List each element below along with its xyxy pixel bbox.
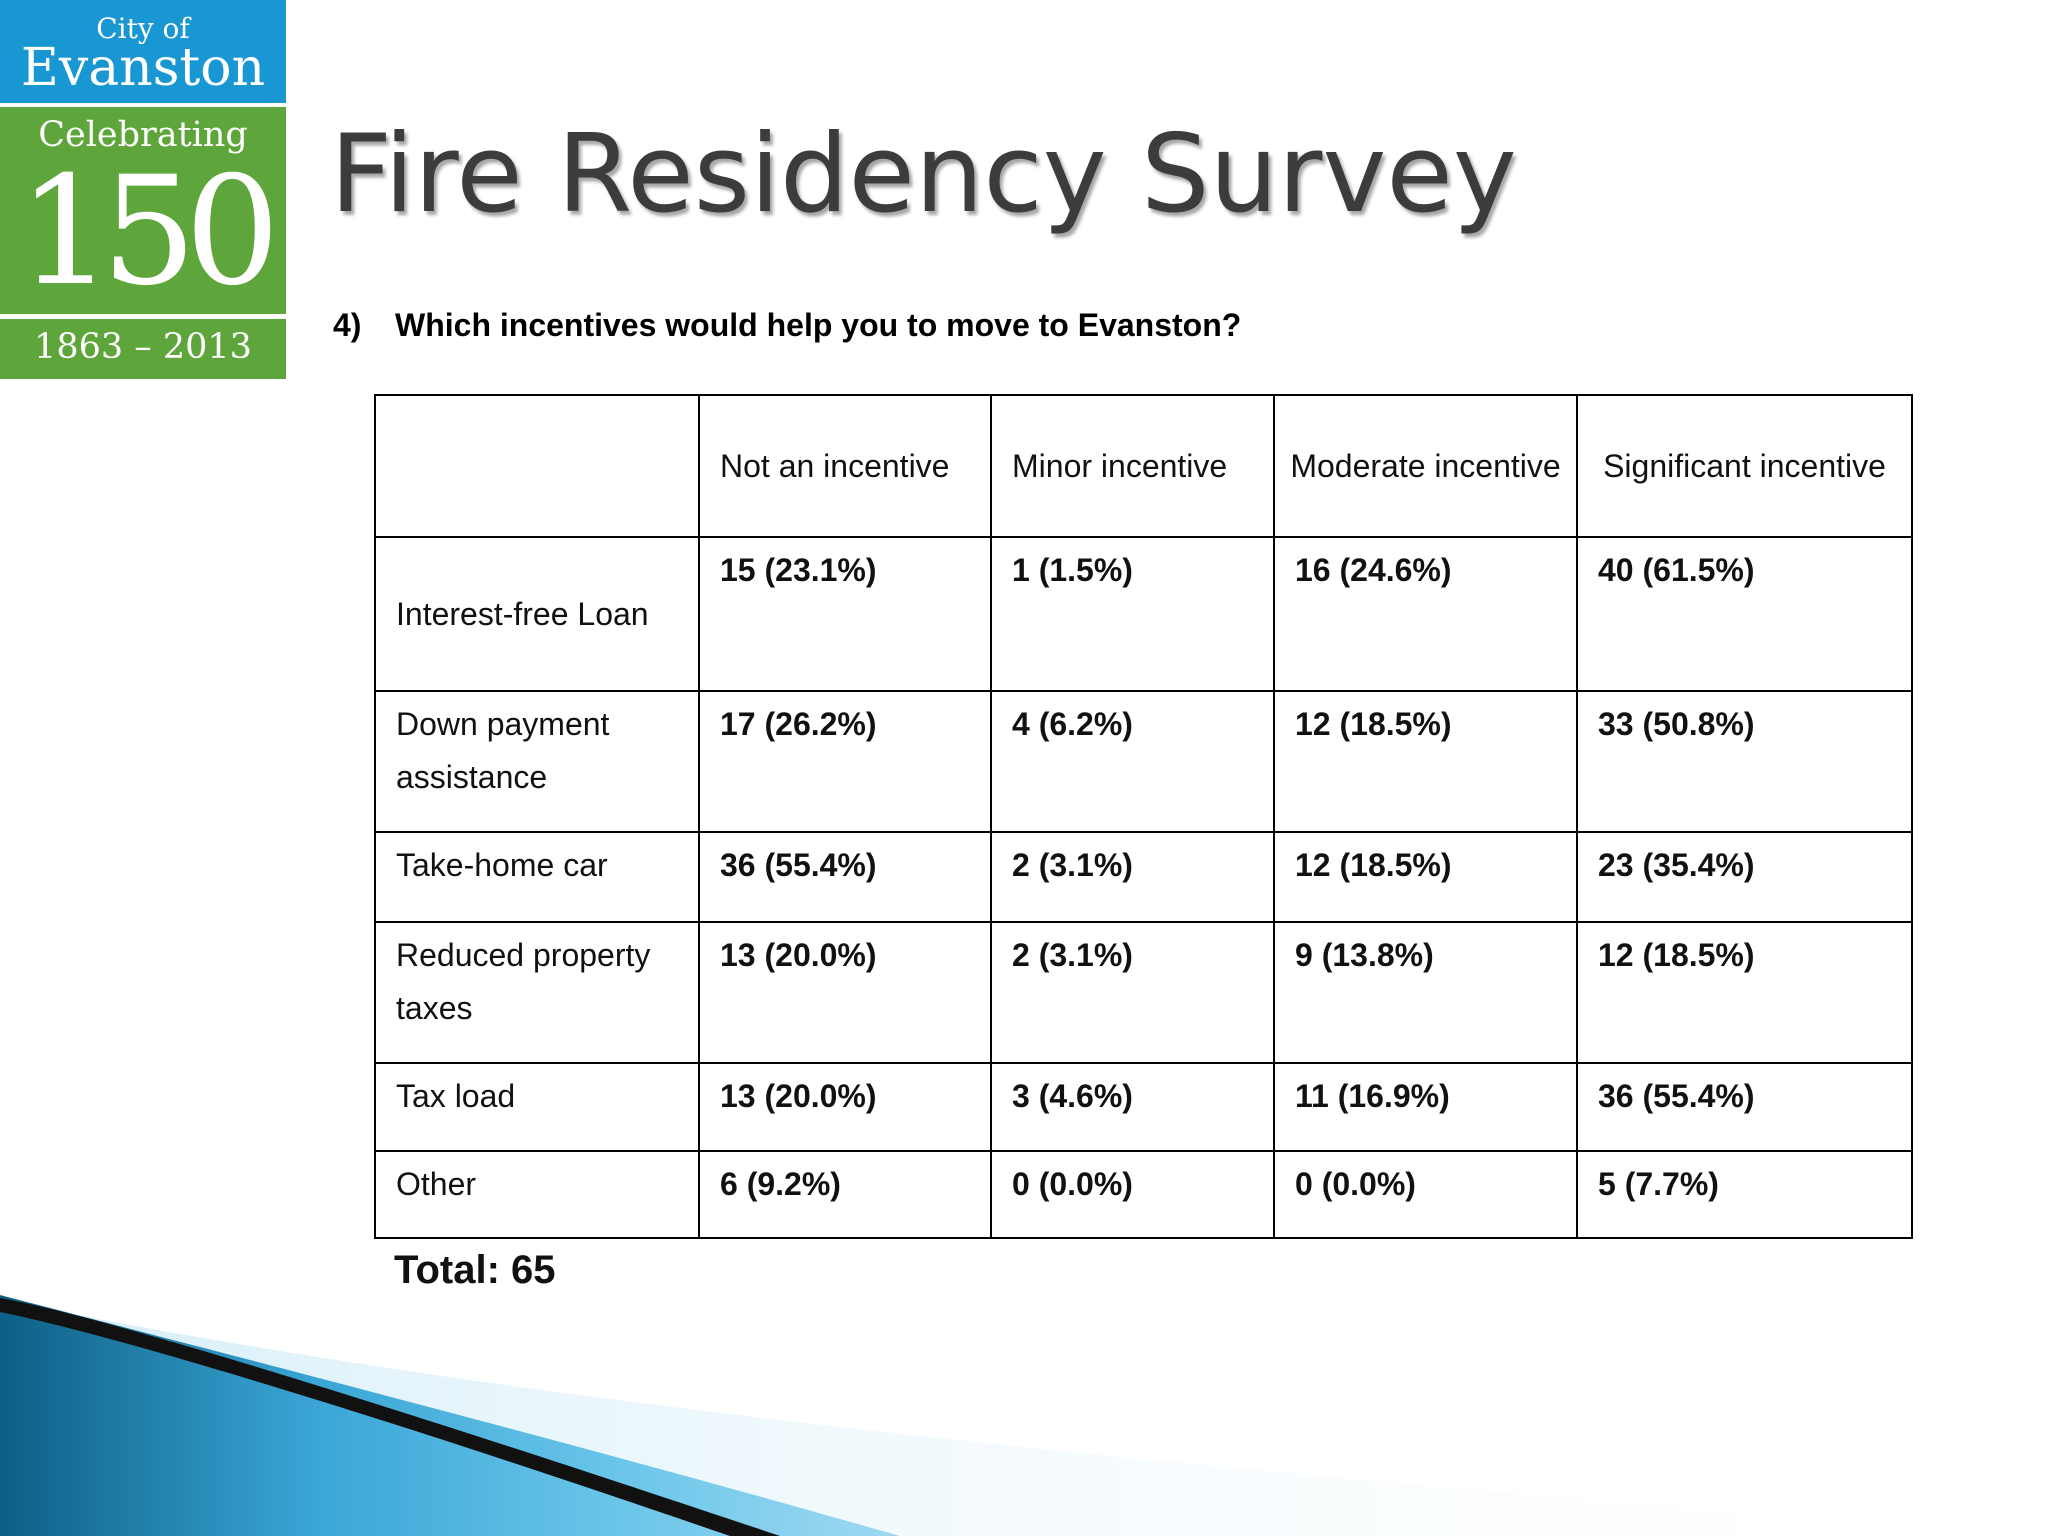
table-row: Other 6 (9.2%) 0 (0.0%) 0 (0.0%) 5 (7.7%… bbox=[374, 1150, 1913, 1239]
logo-anniversary-banner: Celebrating 150 1863 – 2013 bbox=[0, 107, 286, 379]
cell-moderate-incentive: 16 (24.6%) bbox=[1273, 536, 1578, 692]
cell-not-an-incentive: 13 (20.0%) bbox=[698, 1062, 992, 1152]
logo-celebrating: Celebrating bbox=[38, 115, 248, 155]
table-header-row: Not an incentive Minor incentive Moderat… bbox=[374, 394, 1913, 538]
cell-significant-incentive: 33 (50.8%) bbox=[1576, 690, 1913, 833]
cell-moderate-incentive: 9 (13.8%) bbox=[1273, 921, 1578, 1064]
header-minor-incentive: Minor incentive bbox=[990, 394, 1275, 538]
question-text: Which incentives would help you to move … bbox=[395, 307, 1242, 343]
cell-minor-incentive: 0 (0.0%) bbox=[990, 1150, 1275, 1239]
table-row: Tax load 13 (20.0%) 3 (4.6%) 11 (16.9%) … bbox=[374, 1062, 1913, 1152]
row-label: Tax load bbox=[374, 1062, 700, 1152]
cell-significant-incentive: 12 (18.5%) bbox=[1576, 921, 1913, 1064]
question-number: 4) bbox=[333, 307, 362, 343]
cell-minor-incentive: 2 (3.1%) bbox=[990, 831, 1275, 923]
logo-city-banner: City of Evanston bbox=[0, 0, 286, 103]
swoosh-light-band bbox=[0, 1300, 2048, 1536]
cell-moderate-incentive: 11 (16.9%) bbox=[1273, 1062, 1578, 1152]
cell-moderate-incentive: 12 (18.5%) bbox=[1273, 831, 1578, 923]
header-significant-incentive: Significant incentive bbox=[1576, 394, 1913, 538]
cell-minor-incentive: 1 (1.5%) bbox=[990, 536, 1275, 692]
cell-significant-incentive: 23 (35.4%) bbox=[1576, 831, 1913, 923]
row-label: Reduced property taxes bbox=[374, 921, 700, 1064]
slide-title: Fire Residency Survey bbox=[330, 112, 1517, 237]
table-row: Down payment assistance 17 (26.2%) 4 (6.… bbox=[374, 690, 1913, 833]
table-row: Take-home car 36 (55.4%) 2 (3.1%) 12 (18… bbox=[374, 831, 1913, 923]
cell-moderate-incentive: 12 (18.5%) bbox=[1273, 690, 1578, 833]
incentives-table: Not an incentive Minor incentive Moderat… bbox=[374, 394, 1913, 1239]
swoosh-blue-band bbox=[0, 1295, 900, 1536]
table-row: Reduced property taxes 13 (20.0%) 2 (3.1… bbox=[374, 921, 1913, 1064]
logo-city-name: Evanston bbox=[20, 38, 266, 98]
cell-minor-incentive: 3 (4.6%) bbox=[990, 1062, 1275, 1152]
logo-number: 150 bbox=[17, 145, 280, 319]
row-label: Down payment assistance bbox=[374, 690, 700, 833]
cell-significant-incentive: 36 (55.4%) bbox=[1576, 1062, 1913, 1152]
cell-not-an-incentive: 13 (20.0%) bbox=[698, 921, 992, 1064]
logo-divider bbox=[0, 314, 286, 319]
cell-not-an-incentive: 36 (55.4%) bbox=[698, 831, 992, 923]
row-label: Other bbox=[374, 1150, 700, 1239]
logo-city-of: City of bbox=[96, 12, 190, 45]
table-row: Interest-free Loan 15 (23.1%) 1 (1.5%) 1… bbox=[374, 536, 1913, 692]
cell-minor-incentive: 4 (6.2%) bbox=[990, 690, 1275, 833]
row-label: Interest-free Loan bbox=[374, 536, 700, 692]
cell-not-an-incentive: 6 (9.2%) bbox=[698, 1150, 992, 1239]
cell-minor-incentive: 2 (3.1%) bbox=[990, 921, 1275, 1064]
header-cell-empty bbox=[374, 394, 700, 538]
total-respondents: Total: 65 bbox=[394, 1248, 556, 1292]
header-moderate-incentive: Moderate incentive bbox=[1273, 394, 1578, 538]
cell-moderate-incentive: 0 (0.0%) bbox=[1273, 1150, 1578, 1239]
survey-question: 4) Which incentives would help you to mov… bbox=[333, 305, 1241, 345]
evanston-logo: City of Evanston Celebrating 150 1863 – … bbox=[0, 0, 286, 379]
cell-significant-incentive: 40 (61.5%) bbox=[1576, 536, 1913, 692]
cell-significant-incentive: 5 (7.7%) bbox=[1576, 1150, 1913, 1239]
header-not-an-incentive: Not an incentive bbox=[698, 394, 992, 538]
cell-not-an-incentive: 17 (26.2%) bbox=[698, 690, 992, 833]
logo-years: 1863 – 2013 bbox=[34, 327, 252, 367]
row-label: Take-home car bbox=[374, 831, 700, 923]
cell-not-an-incentive: 15 (23.1%) bbox=[698, 536, 992, 692]
swoosh-dark-stroke bbox=[0, 1298, 780, 1536]
